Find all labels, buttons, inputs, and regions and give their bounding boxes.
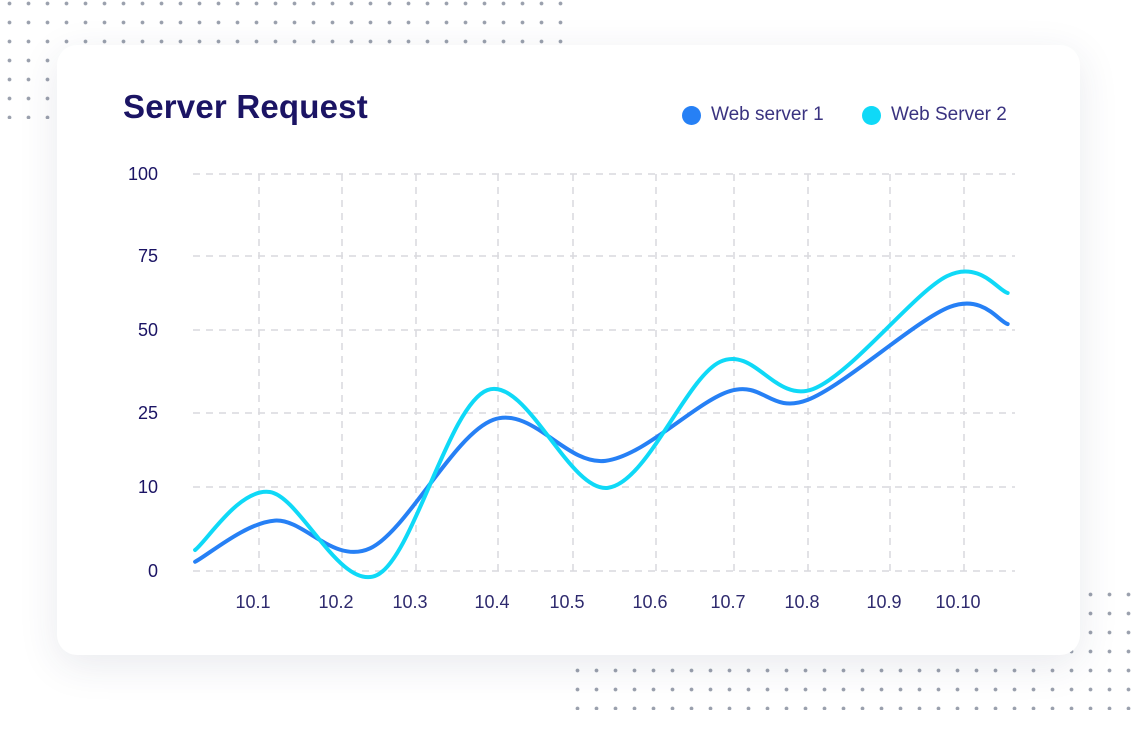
y-tick-label: 100: [128, 164, 158, 184]
x-tick-label: 10.7: [710, 592, 745, 612]
x-tick-label: 10.3: [392, 592, 427, 612]
legend-label: Web Server 2: [891, 104, 1007, 125]
x-tick-label: 10.1: [235, 592, 270, 612]
series-line-web-server-1: [193, 301, 1010, 564]
x-tick-label: 10.4: [474, 592, 509, 612]
y-tick-label: 10: [138, 477, 158, 497]
legend-dot-icon: [862, 105, 881, 125]
chart-title: Server Request: [123, 88, 368, 125]
x-tick-label: 10.9: [866, 592, 901, 612]
x-tick-label: 10.5: [549, 592, 584, 612]
y-tick-label: 25: [138, 403, 158, 423]
legend-dot-icon: [682, 105, 701, 125]
x-tick-label: 10.6: [632, 592, 667, 612]
legend-item-web-server-1: Web server 1: [682, 104, 824, 126]
y-tick-label: 75: [138, 246, 158, 266]
legend-item-web-server-2: Web Server 2: [862, 104, 1007, 126]
legend-label: Web server 1: [711, 104, 824, 125]
x-tick-label: 10.10: [935, 592, 980, 612]
chart-card: [57, 45, 1080, 655]
y-tick-label: 50: [138, 320, 158, 340]
y-tick-label: 0: [148, 561, 158, 581]
x-tick-label: 10.8: [784, 592, 819, 612]
series-line-web-server-2: [193, 269, 1010, 580]
x-tick-label: 10.2: [318, 592, 353, 612]
